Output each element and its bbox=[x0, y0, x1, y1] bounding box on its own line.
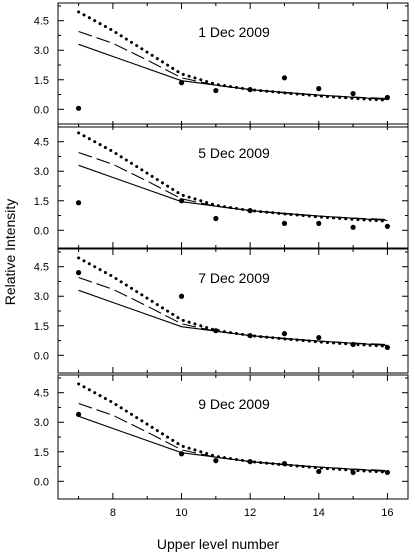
panel-title: 1 Dec 2009 bbox=[198, 24, 270, 40]
y-tick-label: 3.0 bbox=[34, 417, 49, 429]
x-tick-label: 8 bbox=[110, 507, 116, 519]
data-point bbox=[384, 223, 391, 229]
data-point bbox=[316, 220, 322, 226]
data-point bbox=[316, 468, 322, 475]
plot-frame bbox=[57, 374, 409, 500]
y-tick-label: 0.0 bbox=[34, 225, 49, 237]
panel-1-dec-2009: 0.0 1.5 3.0 4.5 1 Dec 2009 bbox=[34, 2, 409, 128]
plot-frame bbox=[57, 123, 409, 249]
y-tick-label: 3.0 bbox=[34, 291, 49, 303]
data-point bbox=[247, 333, 253, 339]
y-tick-label: 0.0 bbox=[34, 350, 49, 362]
data-point bbox=[213, 87, 219, 94]
data-point bbox=[316, 86, 322, 92]
data-point bbox=[247, 87, 253, 93]
y-tick-label: 1.5 bbox=[34, 321, 49, 333]
data-point bbox=[350, 90, 356, 97]
panel-title: 5 Dec 2009 bbox=[198, 145, 270, 161]
y-tick-label: 4.5 bbox=[34, 137, 49, 149]
data-point bbox=[281, 220, 288, 226]
data-point bbox=[75, 200, 82, 206]
y-tick-label: 3.0 bbox=[34, 45, 49, 57]
series-line-solid bbox=[78, 289, 388, 346]
panel-9-dec-2009: 0.0 1.5 3.0 4.5 8 10 12 14 16 9 Dec 2009 bbox=[34, 374, 409, 519]
series-line-dashed bbox=[78, 402, 388, 472]
series-line-solid bbox=[78, 164, 388, 221]
y-axis-title: Relative Intensity bbox=[2, 199, 18, 306]
data-point bbox=[178, 80, 185, 86]
data-point bbox=[384, 94, 391, 101]
data-point bbox=[281, 460, 288, 467]
series-line-solid bbox=[78, 415, 388, 472]
data-point bbox=[213, 328, 219, 334]
panel-title: 7 Dec 2009 bbox=[198, 270, 270, 286]
plot-frame bbox=[57, 248, 409, 374]
data-point bbox=[281, 331, 288, 337]
x-tick-label: 12 bbox=[244, 507, 256, 519]
y-tick-label: 0.0 bbox=[34, 104, 49, 116]
x-axis-title: Upper level number bbox=[157, 536, 280, 552]
data-point bbox=[75, 411, 82, 417]
series-line-dashed bbox=[78, 30, 388, 100]
panel-5-dec-2009: 0.0 1.5 3.0 4.5 5 Dec 2009 bbox=[34, 123, 409, 249]
x-tick-label: 14 bbox=[313, 507, 325, 519]
data-point bbox=[247, 208, 253, 214]
y-tick-label: 1.5 bbox=[34, 75, 49, 87]
data-point bbox=[178, 293, 185, 299]
y-tick-label: 0.0 bbox=[34, 476, 49, 488]
data-point bbox=[247, 459, 253, 465]
data-point bbox=[75, 270, 82, 276]
data-point bbox=[178, 198, 185, 204]
series-line-solid bbox=[78, 43, 388, 100]
y-tick-label: 1.5 bbox=[34, 196, 49, 208]
data-point bbox=[350, 469, 356, 476]
panel-7-dec-2009: 0.0 1.5 3.0 4.5 7 Dec 2009 bbox=[34, 248, 409, 374]
y-tick-label: 4.5 bbox=[34, 262, 49, 274]
panel-title: 9 Dec 2009 bbox=[198, 396, 270, 412]
x-tick-label: 10 bbox=[175, 507, 187, 519]
data-point bbox=[384, 344, 391, 351]
panels: 0.0 1.5 3.0 4.5 1 Dec 2009 0.0 1.5 3.0 4.5 5 Dec … bbox=[34, 2, 409, 519]
plot-frame bbox=[57, 2, 409, 128]
series-line-dashed bbox=[78, 151, 388, 221]
data-point bbox=[213, 458, 219, 464]
y-tick-label: 4.5 bbox=[34, 388, 49, 400]
data-point bbox=[213, 215, 219, 222]
data-point bbox=[350, 341, 356, 348]
data-point bbox=[281, 75, 288, 81]
y-tick-label: 1.5 bbox=[34, 447, 49, 459]
data-point bbox=[316, 334, 322, 341]
series-line-dashed bbox=[78, 276, 388, 346]
x-tick-label: 16 bbox=[381, 507, 393, 519]
data-point bbox=[178, 451, 185, 457]
y-tick-label: 3.0 bbox=[34, 166, 49, 178]
data-point bbox=[384, 469, 391, 476]
data-point bbox=[75, 105, 82, 111]
data-point bbox=[350, 224, 356, 230]
y-tick-label: 4.5 bbox=[34, 16, 49, 28]
